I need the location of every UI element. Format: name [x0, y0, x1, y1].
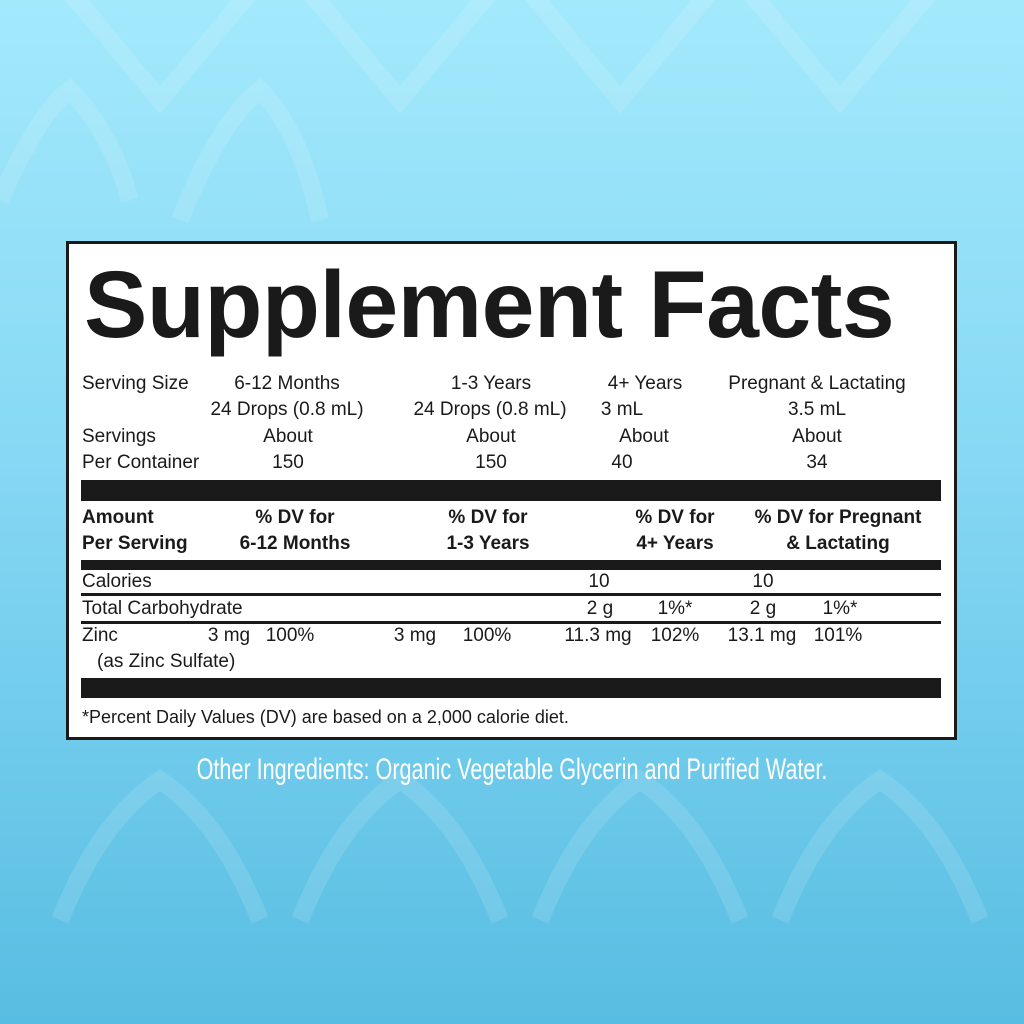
dv-header: % DV for: [635, 507, 715, 528]
dv-header: % DV for: [448, 507, 528, 528]
servings-label: Servings: [82, 426, 156, 447]
zinc-dv: 100%: [265, 625, 315, 646]
zinc-dv: 101%: [813, 625, 863, 646]
about: About: [619, 426, 669, 447]
dv-header: % DV for: [255, 507, 335, 528]
servings-count: 150: [475, 452, 507, 473]
carb-dv: 1%*: [657, 598, 693, 619]
calories-label: Calories: [82, 571, 152, 592]
zinc-dv: 102%: [650, 625, 700, 646]
zinc-amount: 3 mg: [207, 625, 251, 646]
dv-header: 4+ Years: [636, 533, 714, 554]
footnote: *Percent Daily Values (DV) are based on …: [82, 707, 569, 727]
zinc-amount: 11.3 mg: [564, 625, 632, 646]
per-serving-header: Per Serving: [82, 533, 188, 554]
about: About: [263, 426, 313, 447]
servings-count: 40: [611, 452, 633, 473]
zinc-source: (as Zinc Sulfate): [97, 651, 236, 672]
divider-bar: [81, 678, 941, 698]
dv-header: 6-12 Months: [239, 533, 351, 554]
about: About: [792, 426, 842, 447]
amount-pregnant: 3.5 mL: [787, 399, 847, 420]
servings-count: 150: [272, 452, 304, 473]
group-pregnant: Pregnant & Lactating: [728, 373, 906, 394]
zinc-label: Zinc: [82, 625, 118, 646]
dv-header: 1-3 Years: [446, 533, 530, 554]
amount-4-plus: 3 mL: [600, 399, 644, 420]
divider-line: [81, 621, 941, 624]
dv-header: & Lactating: [786, 533, 890, 554]
about: About: [466, 426, 516, 447]
amount-1-3: 24 Drops (0.8 mL): [413, 399, 567, 420]
group-6-12-months: 6-12 Months: [234, 373, 340, 394]
group-4-plus-years: 4+ Years: [607, 373, 683, 394]
serving-size-label: Serving Size: [82, 373, 189, 394]
dv-header: % DV for Pregnant: [754, 507, 922, 528]
servings-count: 34: [806, 452, 828, 473]
zinc-dv: 100%: [462, 625, 512, 646]
divider-line: [81, 593, 941, 596]
calories-value: 10: [588, 571, 610, 592]
calories-value: 10: [752, 571, 774, 592]
amount-header: Amount: [82, 507, 154, 528]
carb-amount: 2 g: [749, 598, 777, 619]
per-container-label: Per Container: [82, 452, 200, 473]
carb-amount: 2 g: [586, 598, 614, 619]
zinc-amount: 3 mg: [393, 625, 437, 646]
divider-bar: [81, 560, 941, 570]
carb-dv: 1%*: [822, 598, 858, 619]
amount-6-12: 24 Drops (0.8 mL): [210, 399, 364, 420]
panel-title: Supplement Facts: [84, 252, 895, 358]
divider-bar: [81, 480, 941, 501]
group-1-3-years: 1-3 Years: [450, 373, 532, 394]
carb-label: Total Carbohydrate: [82, 598, 243, 619]
zinc-amount: 13.1 mg: [727, 625, 797, 646]
other-ingredients: Other Ingredients: Organic Vegetable Gly…: [196, 753, 828, 786]
